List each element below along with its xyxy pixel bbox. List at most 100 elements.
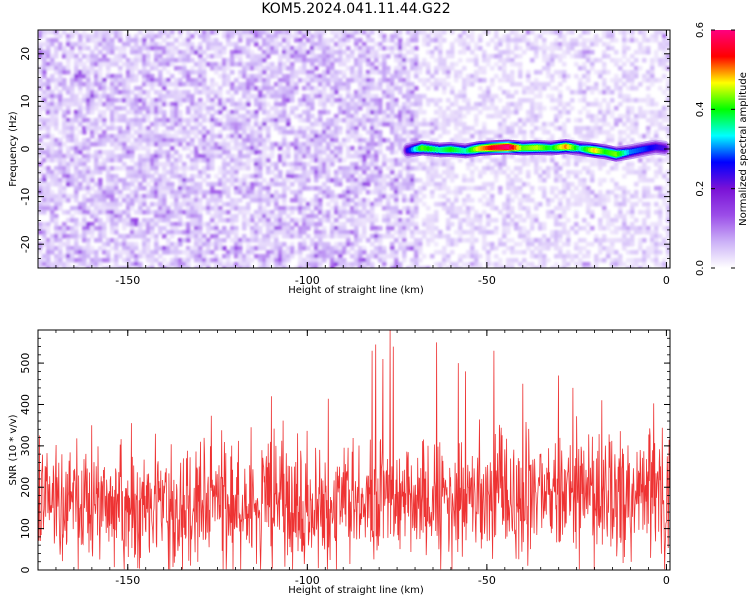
spectrogram-cell bbox=[434, 78, 439, 83]
spectrogram-cell bbox=[178, 166, 183, 171]
spectrogram-cell bbox=[366, 70, 371, 75]
spectrogram-cell bbox=[438, 186, 443, 191]
spectrogram-cell bbox=[158, 174, 163, 179]
spectrogram-cell bbox=[370, 170, 375, 175]
spectrogram-cell bbox=[602, 158, 607, 163]
spectrogram-cell bbox=[610, 38, 615, 43]
spectrogram-cell bbox=[230, 94, 235, 99]
spectrogram-cell bbox=[538, 46, 543, 51]
spectrogram-cell bbox=[534, 202, 539, 207]
spectrogram-cell bbox=[258, 218, 263, 223]
spectrogram-cell bbox=[62, 190, 67, 195]
spectrogram-cell bbox=[654, 210, 659, 215]
spectrogram-cell bbox=[366, 102, 371, 107]
spectrogram-cell bbox=[206, 210, 211, 215]
spectrogram-cell bbox=[406, 218, 411, 223]
spectrogram-cell bbox=[598, 190, 603, 195]
spectrogram-cell bbox=[310, 158, 315, 163]
spectrogram-cell bbox=[234, 166, 239, 171]
spectrogram-cell bbox=[350, 146, 355, 151]
spectrogram-cell bbox=[542, 86, 547, 91]
spectrogram-cell bbox=[78, 158, 83, 163]
spectrogram-cell bbox=[230, 30, 235, 35]
spectrogram-cell bbox=[326, 46, 331, 51]
spectrogram-cell bbox=[134, 110, 139, 115]
spectrogram-cell bbox=[618, 94, 623, 99]
spectrogram-cell bbox=[118, 82, 123, 87]
spectrogram-cell bbox=[574, 158, 579, 163]
spectrogram-cell bbox=[62, 98, 67, 103]
spectrogram-cell bbox=[394, 162, 399, 167]
spectrogram-cell bbox=[98, 150, 103, 155]
spectrogram-cell bbox=[126, 182, 131, 187]
spectrogram-cell bbox=[466, 58, 471, 63]
spectrogram-cell bbox=[566, 46, 571, 51]
spectrogram-cell bbox=[126, 186, 131, 191]
spectrogram-cell bbox=[434, 210, 439, 215]
spectrogram-cell bbox=[162, 130, 167, 135]
spectrogram-cell bbox=[406, 134, 411, 139]
spectrogram-cell bbox=[358, 46, 363, 51]
spectrogram-cell bbox=[118, 194, 123, 199]
spectrogram-cell bbox=[170, 182, 175, 187]
spectrogram-cell bbox=[438, 174, 443, 179]
spectrogram-cell bbox=[574, 54, 579, 59]
spectrogram-cell bbox=[590, 86, 595, 91]
spectrogram-cell bbox=[194, 146, 199, 151]
spectrogram-cell bbox=[622, 98, 627, 103]
spectrogram-cell bbox=[390, 194, 395, 199]
spectrogram-cell bbox=[358, 90, 363, 95]
spectrogram-cell bbox=[54, 214, 59, 219]
spectrogram-cell bbox=[234, 174, 239, 179]
spectrogram-cell bbox=[258, 138, 263, 143]
spectrogram-cell bbox=[98, 190, 103, 195]
spectrogram-cell bbox=[66, 58, 71, 63]
spectrogram-cell bbox=[470, 82, 475, 87]
spectrogram-cell bbox=[318, 174, 323, 179]
spectrogram-cell bbox=[214, 146, 219, 151]
spectrogram-cell bbox=[250, 38, 255, 43]
spectrogram-cell bbox=[150, 98, 155, 103]
spectrogram-cell bbox=[570, 194, 575, 199]
spectrogram-cell bbox=[166, 82, 171, 87]
spectrogram-cell bbox=[78, 86, 83, 91]
spectrogram-cell bbox=[434, 218, 439, 223]
spectrogram-cell bbox=[202, 142, 207, 147]
spectrogram-cell bbox=[130, 146, 135, 151]
spectrogram-cell bbox=[622, 130, 627, 135]
spectrogram-cell bbox=[586, 50, 591, 55]
spectrogram-cell bbox=[190, 114, 195, 119]
spectrogram-cell bbox=[254, 158, 259, 163]
spectrogram-cell bbox=[250, 182, 255, 187]
spectrogram-cell bbox=[74, 62, 79, 67]
spectrogram-cell bbox=[234, 138, 239, 143]
spectrogram-cell bbox=[238, 182, 243, 187]
spectrogram-cell bbox=[458, 226, 463, 231]
spectrogram-cell bbox=[158, 194, 163, 199]
spectrogram-cell bbox=[394, 222, 399, 227]
spectrogram-cell bbox=[130, 122, 135, 127]
spectrogram-cell bbox=[90, 106, 95, 111]
spectrogram-cell bbox=[506, 186, 511, 191]
spectrogram-cell bbox=[562, 186, 567, 191]
spectrogram-cell bbox=[582, 74, 587, 79]
spectrogram-cell bbox=[98, 98, 103, 103]
spectrogram-cell bbox=[190, 126, 195, 131]
spectrogram-cell bbox=[94, 218, 99, 223]
spectrogram-cell bbox=[402, 138, 407, 143]
spectrogram-cell bbox=[498, 50, 503, 55]
spectrogram-cell bbox=[466, 98, 471, 103]
spectrogram-cell bbox=[210, 46, 215, 51]
spectrogram-cell bbox=[522, 86, 527, 91]
spectrogram-cell bbox=[402, 82, 407, 87]
spectrogram-cell bbox=[326, 66, 331, 71]
spectrogram-cell bbox=[214, 142, 219, 147]
spectrogram-cell bbox=[62, 174, 67, 179]
spectrogram-cell bbox=[358, 58, 363, 63]
spectrogram-cell bbox=[118, 146, 123, 151]
spectrogram-cell bbox=[414, 130, 419, 135]
spectrogram-cell bbox=[646, 178, 651, 183]
spectrogram-cell bbox=[302, 94, 307, 99]
spectrogram-cell bbox=[178, 54, 183, 59]
spectrogram-cell bbox=[390, 142, 395, 147]
